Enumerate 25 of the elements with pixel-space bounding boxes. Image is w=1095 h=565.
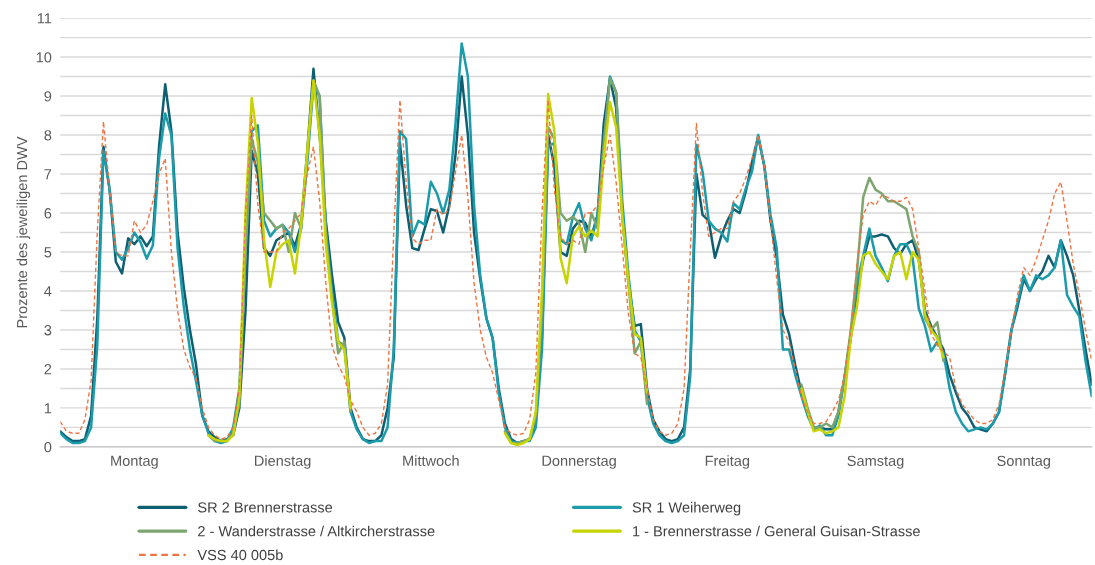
x-tick-label: Donnerstag xyxy=(542,455,616,469)
y-tick-label: 8 xyxy=(44,130,52,141)
y-tick-label: 2 xyxy=(44,364,52,375)
y-tick-label: 5 xyxy=(44,247,52,258)
y-tick-label: 4 xyxy=(44,286,52,297)
x-tick-label: Samstag xyxy=(847,455,904,469)
y-tick-label: 11 xyxy=(37,13,52,24)
legend-label: 1 - Brennerstrasse / General Guisan-Strasse xyxy=(633,525,920,537)
legend-label: VSS 40 005b xyxy=(197,549,283,561)
y-tick-label: 3 xyxy=(44,325,52,336)
legend-label: SR 1 Weiherweg xyxy=(632,501,741,516)
y-tick-label: 0 xyxy=(44,442,52,453)
x-tick-label: Mittwoch xyxy=(403,455,459,466)
y-tick-label: 1 xyxy=(44,403,52,414)
x-tick-label: Montag xyxy=(111,455,158,469)
y-axis-title: Prozente des jeweiligen DWV xyxy=(16,136,31,328)
x-tick-label: Dienstag xyxy=(255,455,311,469)
y-tick-label: 6 xyxy=(44,208,52,219)
legend-label: SR 2 Brennerstrasse xyxy=(198,502,333,513)
x-tick-label: Sonntag xyxy=(997,455,1050,469)
legend-label: 2 - Wanderstrasse / Altkircherstrasse xyxy=(198,525,435,537)
y-tick-label: 10 xyxy=(36,52,52,63)
y-tick-label: 9 xyxy=(44,91,52,102)
y-tick-label: 7 xyxy=(44,169,52,180)
x-tick-label: Freitag xyxy=(705,455,750,469)
